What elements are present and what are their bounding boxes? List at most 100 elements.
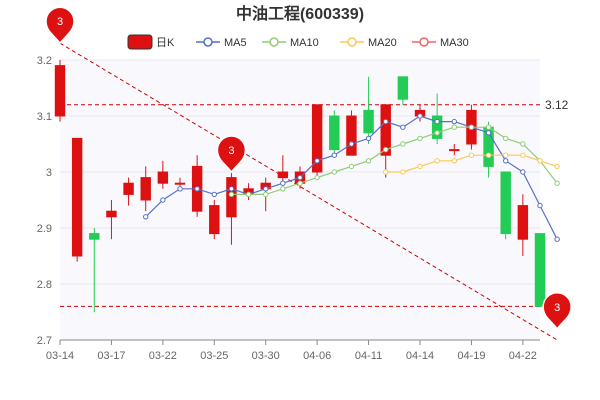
plot-background <box>60 60 540 340</box>
candle-body <box>329 115 340 151</box>
candle <box>106 200 117 240</box>
ma-point <box>365 158 372 164</box>
ma-point <box>434 130 440 136</box>
candle-body <box>226 177 237 218</box>
pin-shape <box>216 135 247 174</box>
ma-point <box>554 163 560 170</box>
ma-point <box>451 118 457 125</box>
ma-point <box>520 169 526 175</box>
ma-point <box>348 141 355 147</box>
candle <box>140 166 151 212</box>
candle-body <box>449 149 460 152</box>
candle-body <box>380 104 391 156</box>
ma-point <box>331 169 337 175</box>
ma-point <box>537 202 543 209</box>
legend-label: MA30 <box>440 37 469 49</box>
y-tick-label: 3.2 <box>37 55 52 67</box>
candle <box>311 104 323 178</box>
candle <box>380 104 391 178</box>
ma-point <box>297 174 303 181</box>
candle <box>157 160 169 189</box>
ma-point <box>503 158 509 164</box>
candle <box>277 155 289 184</box>
legend-swatch-candle <box>127 34 153 50</box>
legend-swatch-dot <box>347 37 357 47</box>
legend-label: MA10 <box>290 37 319 49</box>
candle-body <box>209 205 220 235</box>
ma-point <box>314 174 320 181</box>
ma-point <box>228 191 235 198</box>
ma-point <box>383 118 389 125</box>
legend-label: MA5 <box>224 37 247 49</box>
ma-point <box>520 141 526 147</box>
candle <box>226 172 237 245</box>
marker-pin[interactable]: 3 <box>542 292 572 331</box>
x-tick-label: 04-06 <box>303 350 331 362</box>
candle <box>449 144 460 156</box>
candle-body <box>54 65 66 117</box>
ma-point <box>485 130 492 136</box>
ma-series-ma20 <box>383 152 560 175</box>
y-tick-label: 2.8 <box>37 279 52 291</box>
candle <box>89 228 100 312</box>
ma-series-ma10 <box>228 124 560 198</box>
ma-point <box>177 186 183 192</box>
ma-point <box>434 118 440 125</box>
ma-point <box>383 146 389 153</box>
plot-area: 2.7 2.8 2.9 3 3.1 3.2 03-14 03-17 03-22 03-25 03-3… <box>37 6 572 362</box>
legend-item[interactable]: MA5 <box>196 37 247 49</box>
ma-point <box>314 158 320 164</box>
ma-point <box>417 135 423 142</box>
ma-point <box>485 124 492 130</box>
x-tick-label: 03-17 <box>97 350 125 362</box>
legend-item[interactable]: MA10 <box>262 37 319 49</box>
x-tick-label: 04-14 <box>406 350 434 362</box>
ma-point <box>297 180 303 186</box>
ma-point <box>468 152 475 158</box>
ma-series-ma5 <box>143 113 560 242</box>
ma-point <box>263 186 269 192</box>
ma-point <box>263 191 269 198</box>
legend-swatch-dot <box>269 37 279 47</box>
legend-item[interactable]: MA20 <box>340 37 397 49</box>
ma-point <box>331 152 337 158</box>
y-tick-label: 2.9 <box>37 223 52 235</box>
marker-pin[interactable]: 3 <box>45 6 75 45</box>
y-tick-label: 3 <box>46 167 52 179</box>
chart-legend[interactable]: 日K MA5 MA10 MA20 MA30 <box>127 34 469 50</box>
legend-item[interactable]: 日K <box>127 34 175 50</box>
x-tick-label: 03-30 <box>252 350 280 362</box>
y-tick-label: 2.7 <box>37 335 52 347</box>
candle-body <box>311 104 323 173</box>
candle <box>363 76 374 144</box>
x-tick-label: 04-19 <box>457 350 485 362</box>
ma-point <box>503 152 509 158</box>
ma-point <box>211 191 217 198</box>
candle <box>209 200 220 240</box>
candle <box>517 194 529 256</box>
reference-line-label: 3.12 <box>545 98 569 112</box>
candle-body <box>517 205 529 240</box>
candle-body <box>363 109 374 134</box>
y-tick-label: 3.1 <box>37 111 52 123</box>
ma-point <box>143 214 149 220</box>
ma-point <box>417 113 423 119</box>
ma-line <box>231 126 558 195</box>
ma-point <box>434 158 440 164</box>
candle <box>123 177 134 206</box>
pin-shape <box>542 292 572 331</box>
candle <box>534 233 546 307</box>
ma-point <box>280 186 286 192</box>
candle <box>71 137 83 262</box>
marker-pin[interactable]: 3 <box>216 135 247 174</box>
ma-point <box>485 152 492 158</box>
ma-point <box>417 163 423 170</box>
candle-body <box>534 233 546 307</box>
candle-body <box>174 182 186 185</box>
candle-body <box>397 76 409 100</box>
legend-item[interactable]: MA30 <box>412 37 469 49</box>
ma-point <box>348 163 355 170</box>
ma-point <box>280 180 286 186</box>
candle <box>397 76 409 105</box>
pin-shape <box>45 6 75 45</box>
